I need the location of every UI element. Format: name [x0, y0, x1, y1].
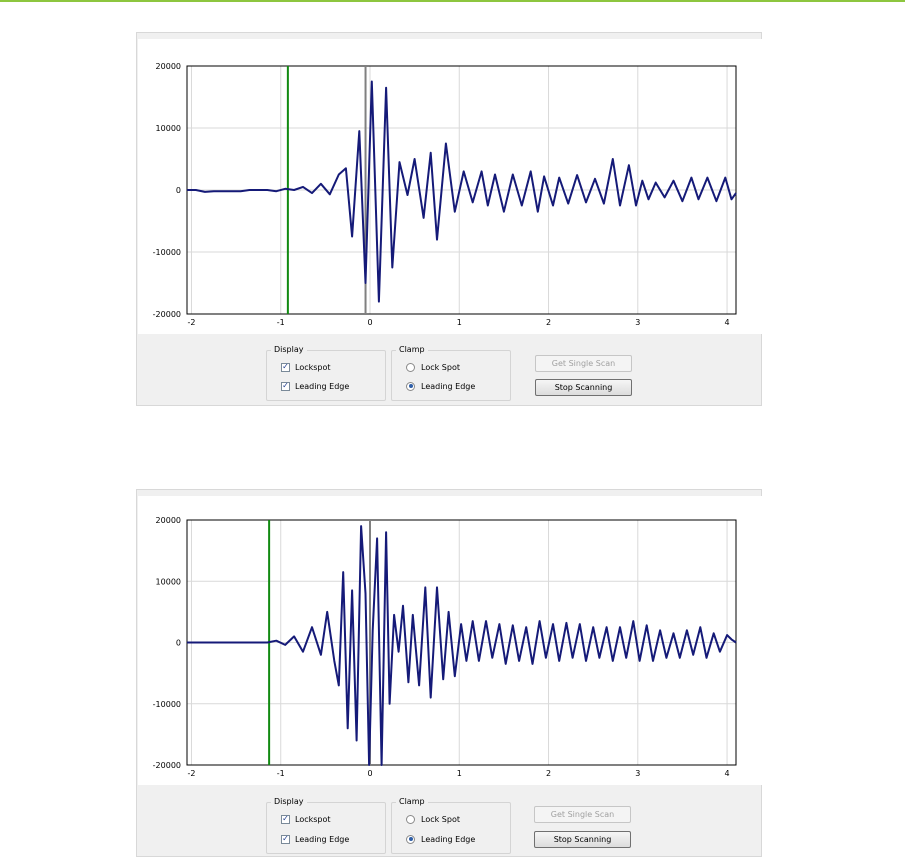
stop-scanning-button[interactable]: Stop Scanning	[534, 831, 631, 848]
lockspot-checkbox[interactable]: ✓ Lockspot	[281, 813, 331, 825]
x-tick-label: 1	[457, 769, 462, 778]
x-tick-label: 2	[546, 318, 551, 327]
x-tick-label: -1	[277, 318, 285, 327]
lock-spot-label: Lock Spot	[421, 362, 460, 372]
scope-panel-1: -2 -1 0 1 2 3 4 20000 10000 0 -10000 -20000 Display…	[136, 32, 762, 406]
radio-off-icon	[406, 814, 415, 824]
waveform-series-line	[187, 80, 737, 303]
lockspot-label: Lockspot	[295, 362, 331, 372]
display-group: Display ✓ Lockspot ✓ Leading Edge	[266, 796, 386, 854]
x-tick-label: 4	[725, 769, 730, 778]
lock-spot-radio[interactable]: Lock Spot	[406, 361, 460, 373]
x-tick-label: 0	[367, 318, 372, 327]
scope-panel-2: -2 -1 0 1 2 3 4 20000 10000 0 -10000 -20000 Display…	[136, 489, 762, 857]
get-single-scan-button[interactable]: Get Single Scan	[535, 355, 632, 372]
y-tick-label: -20000	[153, 310, 181, 319]
leading-edge-label: Leading Edge	[421, 381, 476, 391]
x-tick-label: 4	[725, 318, 730, 327]
y-tick-label: -10000	[153, 700, 181, 709]
y-tick-label: 0	[176, 186, 181, 195]
x-tick-label: 2	[546, 769, 551, 778]
y-tick-label: 20000	[156, 516, 181, 525]
lockspot-checkbox[interactable]: ✓ Lockspot	[281, 361, 331, 373]
x-tick-label: 3	[635, 769, 640, 778]
radio-on-icon	[406, 381, 415, 391]
leading-edge-label: Leading Edge	[295, 834, 350, 844]
get-single-scan-button[interactable]: Get Single Scan	[534, 806, 631, 823]
check-icon: ✓	[281, 381, 290, 391]
y-tick-label: -10000	[153, 248, 181, 257]
lock-spot-label: Lock Spot	[421, 814, 460, 824]
x-tick-label: -2	[187, 318, 195, 327]
radio-off-icon	[406, 362, 415, 372]
display-group: Display ✓ Lockspot ✓ Leading Edge	[266, 344, 386, 401]
chart-area	[138, 496, 762, 785]
clamp-group-title: Clamp	[396, 796, 428, 808]
chart-area	[138, 39, 762, 334]
x-tick-label: 3	[635, 318, 640, 327]
leading-edge-checkbox[interactable]: ✓ Leading Edge	[281, 380, 349, 392]
display-group-title: Display	[271, 796, 307, 808]
waveform-series-line	[187, 525, 737, 766]
y-tick-label: 20000	[156, 62, 181, 71]
x-tick-label: -1	[277, 769, 285, 778]
check-icon: ✓	[281, 834, 290, 844]
check-icon: ✓	[281, 814, 290, 824]
y-tick-label: 10000	[156, 124, 181, 133]
leading-edge-radio[interactable]: Leading Edge	[406, 833, 475, 845]
y-tick-label: -20000	[153, 761, 181, 770]
radio-on-icon	[406, 834, 415, 844]
lock-spot-radio[interactable]: Lock Spot	[406, 813, 460, 825]
leading-edge-radio[interactable]: Leading Edge	[406, 380, 475, 392]
stop-scanning-button[interactable]: Stop Scanning	[535, 379, 632, 396]
clamp-group: Clamp Lock Spot Leading Edge	[391, 344, 511, 401]
x-tick-label: -2	[187, 769, 195, 778]
y-tick-label: 10000	[156, 577, 181, 586]
leading-edge-label: Leading Edge	[421, 834, 476, 844]
leading-edge-checkbox[interactable]: ✓ Leading Edge	[281, 833, 349, 845]
check-icon: ✓	[281, 362, 290, 372]
clamp-group-title: Clamp	[396, 344, 428, 356]
top-accent-rule	[0, 0, 905, 2]
x-tick-label: 1	[457, 318, 462, 327]
leading-edge-label: Leading Edge	[295, 381, 350, 391]
waveform-chart-2: -2 -1 0 1 2 3 4 20000 10000 0 -10000 -20000	[138, 496, 762, 785]
waveform-chart-1: -2 -1 0 1 2 3 4 20000 10000 0 -10000 -20000	[138, 39, 762, 334]
display-group-title: Display	[271, 344, 307, 356]
clamp-group: Clamp Lock Spot Leading Edge	[391, 796, 511, 854]
y-tick-label: 0	[176, 639, 181, 648]
lockspot-label: Lockspot	[295, 814, 331, 824]
x-tick-label: 0	[367, 769, 372, 778]
